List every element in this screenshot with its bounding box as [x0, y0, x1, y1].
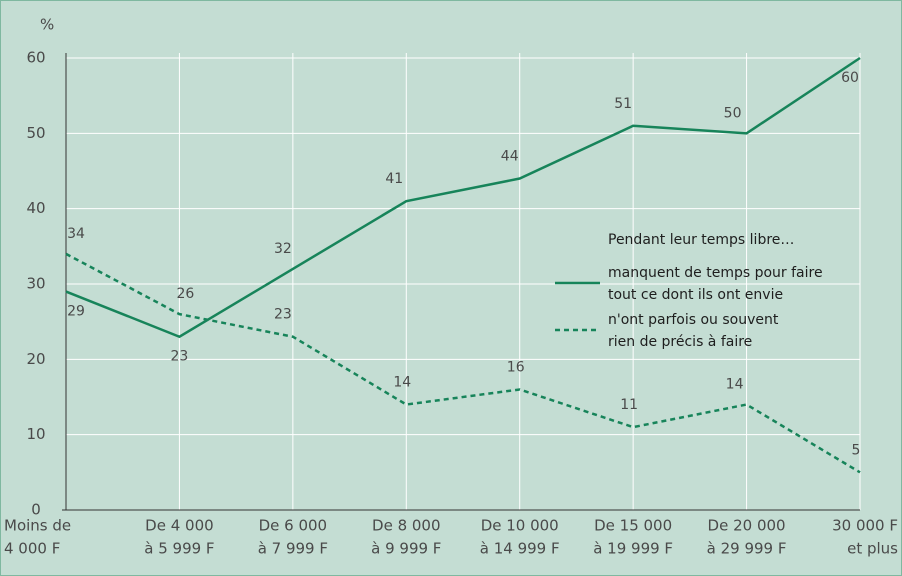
data-label: 34 [67, 226, 85, 242]
y-tick-label: 10 [26, 425, 45, 443]
x-tick-label: De 8 000 [372, 517, 441, 535]
data-label: 44 [501, 149, 519, 165]
x-tick-label: De 6 000 [259, 517, 328, 535]
data-label: 50 [724, 105, 742, 121]
data-label: 26 [177, 286, 195, 302]
data-label: 23 [171, 349, 189, 365]
y-tick-label: 40 [26, 199, 45, 217]
legend-label: rien de précis à faire [608, 334, 752, 350]
x-tick-label: 4 000 F [4, 540, 60, 558]
y-tick-label: 50 [26, 124, 45, 142]
x-tick-label: à 9 999 F [371, 540, 441, 558]
x-tick-label: à 7 999 F [258, 540, 328, 558]
x-tick-label: à 5 999 F [144, 540, 214, 558]
data-label: 29 [67, 304, 85, 320]
y-tick-label: 0 [31, 501, 41, 519]
data-label: 16 [507, 359, 525, 375]
data-label: 32 [274, 241, 292, 257]
data-label: 51 [614, 96, 632, 112]
data-label: 14 [726, 377, 744, 393]
data-label: 60 [841, 70, 859, 86]
y-unit: % [40, 16, 54, 34]
y-tick-label: 60 [26, 49, 45, 67]
data-label: 23 [274, 307, 292, 323]
y-tick-label: 30 [26, 275, 45, 293]
x-tick-label: Moins de [4, 517, 71, 535]
x-tick-label: à 14 999 F [480, 540, 560, 558]
x-tick-label: et plus [847, 540, 898, 558]
x-tick-label: De 20 000 [708, 517, 786, 535]
legend-title: Pendant leur temps libre… [608, 232, 794, 248]
x-tick-label: De 15 000 [594, 517, 672, 535]
x-tick-label: 30 000 F [832, 517, 898, 535]
x-tick-label: De 10 000 [481, 517, 559, 535]
legend-label: n'ont parfois ou souvent [608, 312, 779, 328]
x-tick-label: à 29 999 F [707, 540, 787, 558]
x-tick-label: De 4 000 [145, 517, 214, 535]
data-label: 14 [393, 375, 411, 391]
data-label: 41 [385, 171, 403, 187]
legend-label: tout ce dont ils ont envie [608, 287, 783, 303]
series-line [65, 56, 861, 339]
x-tick-label: à 19 999 F [593, 540, 673, 558]
series-line [65, 252, 861, 474]
legend-label: manquent de temps pour faire [608, 265, 823, 281]
data-label: 5 [852, 442, 861, 458]
y-tick-label: 20 [26, 350, 45, 368]
data-label: 11 [620, 397, 638, 413]
